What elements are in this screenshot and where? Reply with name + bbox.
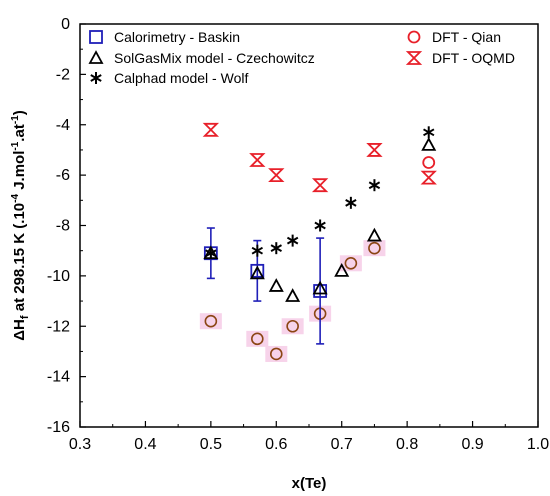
data-point (420, 170, 437, 185)
asterisk-stroke (90, 74, 102, 82)
legend-entry: DFT - OQMD (405, 50, 515, 66)
data-point (368, 241, 381, 255)
y-axis-title-main: ΔH (11, 319, 28, 341)
legend-marker (90, 72, 102, 84)
series-hourglass (202, 122, 437, 193)
x-tick-label: 0.6 (265, 436, 287, 453)
y-tick-label: -12 (47, 318, 70, 335)
tick-labels: 0.3 0.4 0.5 0.6 0.7 0.8 0.9 1.0 0 -2 -4 -6 -8 -10 -12 -… (47, 16, 549, 453)
y-tick-label: -8 (56, 218, 70, 235)
legend-entry: Calphad model - Wolf (90, 70, 248, 86)
legend-marker (89, 30, 103, 44)
legend-entry: DFT - Qian (407, 29, 501, 45)
data-point (251, 332, 264, 346)
asterisk-stroke (270, 244, 282, 253)
data-point (249, 153, 266, 167)
legend-marker (407, 30, 421, 44)
data-point (286, 319, 299, 333)
asterisk-stroke (286, 236, 299, 245)
legend-label: DFT - Qian (432, 29, 501, 45)
data-point-highlight (363, 240, 386, 257)
y-tick-label: -10 (47, 268, 70, 285)
y-tick-label: -14 (47, 369, 70, 386)
data-point (205, 247, 217, 260)
data-point (422, 156, 436, 169)
y-tick-label: -4 (56, 117, 70, 134)
data-point-highlight (246, 330, 269, 347)
legend-entry: SolGasMix model - Czechowitcz (88, 50, 315, 66)
y-axis-title-sup3: -1 (10, 115, 21, 124)
data-point (249, 265, 265, 280)
legend-label: Calorimetry - Baskin (114, 29, 240, 45)
data-point (250, 263, 265, 278)
data-point (270, 242, 282, 255)
data-point (344, 256, 358, 270)
data-point-highlight (265, 345, 288, 362)
data-point (269, 347, 283, 361)
data-point (312, 280, 328, 295)
y-axis-title-rest: at 298.15 K (.10 (11, 203, 28, 316)
data-point (202, 122, 220, 137)
data-point (366, 227, 382, 242)
legend-label: Calphad model - Wolf (114, 70, 248, 86)
data-point (204, 314, 218, 328)
y-tick-label: -16 (47, 419, 70, 436)
asterisk-stroke (314, 221, 326, 230)
asterisk-stroke (345, 198, 357, 207)
data-point-highlight (281, 318, 304, 335)
data-point (334, 262, 350, 277)
axis-ticks (79, 23, 539, 428)
legend-label: SolGasMix model - Czechowitcz (114, 50, 315, 66)
data-point (268, 278, 284, 292)
x-tick-label: 0.5 (200, 436, 222, 453)
data-point (421, 137, 437, 151)
x-tick-label: 1.0 (527, 436, 549, 453)
y-axis-title-rest2: J.mol (11, 151, 28, 194)
x-tick-label: 0.9 (461, 436, 483, 453)
y-axis-title-rest3: .at (11, 124, 28, 142)
data-point (251, 244, 264, 257)
legend-entry: Calorimetry - Baskin (89, 29, 240, 45)
data-point (366, 143, 383, 157)
data-point (285, 288, 301, 302)
data-point (423, 126, 435, 139)
legend-marker (405, 51, 423, 65)
asterisk-stroke (251, 246, 264, 255)
data-point (268, 168, 285, 183)
data-point (314, 219, 326, 232)
y-axis-title-sup1: -4 (10, 194, 21, 203)
y-tick-label: -6 (56, 167, 70, 184)
series-square (203, 227, 328, 345)
y-tick-label: -2 (56, 66, 70, 83)
series-circle (422, 156, 436, 169)
x-tick-label: 0.3 (69, 436, 91, 453)
asterisk-stroke (368, 181, 381, 190)
x-axis-title: x(Te) (292, 475, 327, 492)
x-tick-label: 0.7 (331, 436, 353, 453)
series-asterisk (205, 126, 435, 260)
data-point (368, 179, 381, 192)
y-axis-title-sup2: -1 (10, 141, 21, 150)
y-axis-title: ΔHf at 298.15 K (.10-4 J.mol-1.at-1) (10, 110, 31, 340)
data-point (345, 196, 357, 209)
legend-label: DFT - OQMD (432, 50, 515, 66)
y-axis-title-end: ) (11, 110, 28, 115)
asterisk-stroke (205, 249, 217, 258)
y-tick-label: 0 (61, 16, 70, 33)
data-point-highlight (199, 313, 222, 330)
data-point (286, 234, 299, 247)
legend-marker (88, 50, 104, 64)
x-tick-label: 0.8 (396, 436, 418, 453)
data-point (311, 178, 329, 193)
x-tick-label: 0.4 (134, 436, 156, 453)
data-markers (199, 122, 437, 362)
legend: Calorimetry - Baskin SolGasMix model - Cz… (88, 29, 515, 86)
data-point-highlight (339, 255, 362, 272)
y-axis-title-sub: f (19, 315, 31, 319)
asterisk-stroke (423, 128, 435, 137)
data-point (313, 284, 328, 298)
